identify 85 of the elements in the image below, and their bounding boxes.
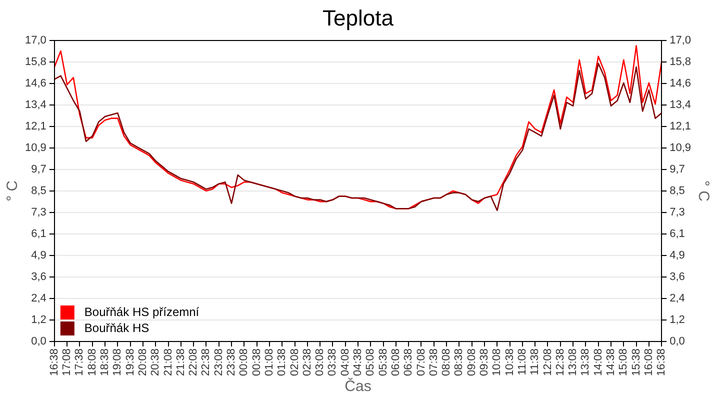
y-axis-title: ° C	[4, 180, 22, 202]
y-tick-label: 1,2	[31, 314, 46, 326]
y2-tick-label: 0,0	[670, 336, 685, 348]
x-tick-label: 21:38	[174, 348, 187, 376]
x-tick-label: 15:38	[630, 348, 642, 376]
y2-tick-label: 15,8	[670, 56, 692, 68]
x-tick-label: 15:08	[618, 348, 630, 376]
x-tick-label: 11:08	[516, 348, 528, 376]
y-tick-label: 15,8	[24, 56, 46, 68]
x-tick-label: 19:38	[124, 348, 136, 376]
x-tick-label: 08:38	[453, 348, 466, 376]
legend-label: Bouřňák HS	[84, 320, 150, 335]
x-tick-label: 04:08	[339, 348, 352, 376]
x-tick-label: 13:08	[567, 348, 580, 376]
x-tick-label: 05:38	[377, 348, 390, 376]
y-tick-label: 9,7	[31, 163, 46, 176]
x-tick-label: 07:38	[428, 348, 440, 376]
y2-tick-label: 13,4	[670, 98, 692, 111]
y-tick-label: 8,5	[31, 184, 46, 197]
x-tick-label: 01:38	[276, 348, 288, 376]
y-tick-label: 0,0	[31, 336, 46, 348]
y2-tick-label: 4,9	[670, 249, 685, 262]
x-tick-label: 16:08	[642, 348, 655, 376]
x-tick-label: 17:08	[61, 348, 74, 376]
x-tick-label: 23:38	[226, 348, 238, 376]
x-tick-label: 04:38	[352, 348, 364, 376]
y2-tick-label: 14,6	[670, 77, 692, 90]
x-tick-label: 20:08	[136, 348, 149, 376]
x-tick-label: 21:08	[162, 348, 174, 376]
x-tick-label: 06:38	[402, 348, 415, 376]
x-tick-label: 03:38	[326, 348, 339, 376]
y-tick-label: 7,3	[31, 206, 46, 218]
x-tick-label: 12:38	[554, 348, 566, 376]
chart-title: Teplota	[322, 5, 394, 30]
x-tick-label: 23:08	[212, 348, 225, 376]
x-tick-label: 10:38	[504, 348, 516, 376]
y-tick-label: 17,0	[24, 34, 46, 46]
x-tick-label: 13:38	[580, 348, 592, 376]
x-tick-label: 18:08	[86, 348, 98, 376]
y2-tick-label: 9,7	[670, 163, 685, 176]
x-tick-label: 16:38	[656, 348, 668, 376]
y2-tick-label: 7,3	[670, 206, 685, 218]
x-tick-label: 22:08	[188, 348, 200, 376]
x-tick-label: 07:08	[415, 348, 428, 376]
x-tick-label: 12:08	[542, 348, 554, 376]
x-tick-label: 22:38	[200, 348, 212, 376]
y-tick-label: 14,6	[24, 77, 46, 90]
y2-tick-label: 8,5	[670, 184, 685, 197]
y2-tick-label: 6,1	[670, 228, 685, 240]
x-tick-label: 09:08	[466, 348, 478, 376]
x-tick-label: 02:08	[288, 348, 301, 376]
y2-tick-label: 3,6	[670, 270, 685, 283]
x-tick-label: 02:38	[301, 348, 314, 376]
x-tick-label: 14:38	[605, 348, 618, 376]
x-tick-label: 17:38	[74, 348, 86, 376]
x-tick-label: 18:38	[99, 348, 112, 376]
x-tick-label: 20:38	[150, 348, 162, 376]
y2-tick-label: 10,9	[670, 142, 692, 154]
y2-tick-label: 2,4	[670, 292, 685, 304]
x-tick-label: 10:08	[491, 348, 504, 376]
x-tick-label: 14:08	[592, 348, 604, 376]
x-tick-label: 00:38	[250, 348, 263, 376]
x-tick-label: 06:08	[390, 348, 402, 376]
y2-axis-title: ° C	[694, 180, 712, 202]
legend-label: Bouřňák HS přízemní	[84, 304, 200, 319]
x-tick-label: 09:38	[478, 348, 491, 376]
y-tick-label: 3,6	[31, 270, 46, 283]
x-tick-label: 19:08	[112, 348, 124, 376]
x-tick-label: 00:08	[238, 348, 250, 376]
x-axis-title: Čas	[344, 377, 372, 396]
x-tick-label: 16:38	[48, 348, 60, 376]
y-tick-label: 4,9	[31, 249, 46, 262]
x-tick-label: 01:08	[263, 348, 276, 376]
y-tick-label: 12,1	[24, 120, 46, 132]
y2-tick-label: 12,1	[670, 120, 692, 132]
y2-tick-label: 17,0	[670, 34, 692, 46]
x-tick-label: 11:38	[529, 348, 542, 376]
y-tick-label: 10,9	[24, 142, 46, 154]
y-tick-label: 13,4	[24, 98, 46, 111]
y-tick-label: 6,1	[31, 228, 46, 240]
x-tick-label: 03:08	[314, 348, 326, 376]
x-tick-label: 05:08	[364, 348, 377, 376]
y2-tick-label: 1,2	[670, 314, 685, 326]
x-tick-label: 08:08	[440, 348, 453, 376]
y-tick-label: 2,4	[31, 292, 46, 304]
